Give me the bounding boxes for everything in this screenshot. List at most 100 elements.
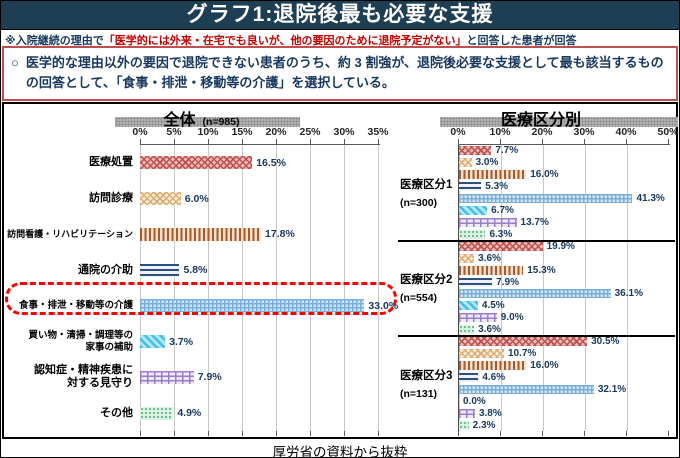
value-label: 7.9%	[197, 371, 222, 384]
bycat-chart-title: 医療区分別	[404, 106, 678, 130]
bar-row: 3.8%	[459, 407, 669, 419]
bar-group: 7.7% 3.0% 16.0% 5.3% 41.3% 6.7% 13.7% 6.3%	[459, 145, 669, 240]
overall-axis-labels: 0% 5% 10% 15% 20% 25% 30% 35%	[132, 126, 388, 139]
value-label: 17.8%	[265, 228, 295, 241]
bar	[459, 206, 488, 216]
bar	[459, 360, 527, 370]
bycat-axis-ticks-top	[458, 139, 670, 145]
category-label: 認知症・精神疾患に 対する見守り	[34, 364, 133, 390]
bar-row: 30.5%	[459, 336, 669, 348]
value-label: 3.0%	[475, 157, 499, 169]
value-label: 41.3%	[636, 193, 665, 205]
chart-area: 全体 (n=985) 0% 5% 10% 15% 20% 25% 30% 35% 医療処置 訪問診…	[2, 102, 679, 439]
group-name: 医療区分1	[400, 179, 453, 192]
axis-tick-label: 30%	[573, 126, 595, 138]
bar-row: 15.3%	[459, 264, 669, 276]
bar	[459, 408, 475, 418]
overall-title-text: 全体	[163, 112, 196, 129]
bar	[140, 370, 194, 384]
axis-tick-label: 20%	[531, 126, 553, 138]
bycat-axis-labels: 0% 10% 20% 30% 40% 50%	[450, 126, 678, 139]
bar-row: 19.9%	[459, 240, 669, 252]
value-label: 7.7%	[495, 145, 519, 157]
axis-tick-label: 0%	[450, 126, 466, 138]
value-label: 19.9%	[546, 240, 575, 252]
bar-row: 36.1%	[459, 288, 669, 300]
bycat-title-text: 医療区分別	[500, 112, 581, 129]
overall-title-band	[115, 117, 300, 127]
bar-row: 41.3%	[459, 193, 669, 205]
value-label: 5.3%	[485, 181, 509, 193]
bar-row: 3.6%	[459, 324, 669, 336]
bar-row: 4.5%	[459, 300, 669, 312]
source-caption: 厚労省の資料から抜粋	[272, 445, 408, 458]
category-label: 買い物・清掃・調理等の 家事の補助	[28, 330, 133, 353]
bar	[459, 229, 486, 239]
note-quote: 「医学的には外来・在宅でも良いが、他の要因のために退院予定がない」	[103, 35, 467, 47]
bar-row: 3.6%	[459, 252, 669, 264]
bar-row: 3.0%	[459, 157, 669, 169]
bar	[459, 194, 633, 204]
value-label: 36.1%	[614, 288, 643, 300]
axis-tick-label: 10%	[197, 126, 219, 138]
bar	[459, 301, 478, 311]
bar-row: 4.9%	[140, 395, 379, 431]
bar-row: 33.0%	[140, 288, 398, 324]
axis-tick-label: 10%	[489, 126, 511, 138]
group-separator-1	[398, 240, 675, 242]
value-label: 16.0%	[530, 169, 559, 181]
axis-tick-label: 25%	[299, 126, 321, 138]
bar-row: 32.1%	[459, 383, 669, 395]
axis-tick-label: 50%	[657, 126, 679, 138]
bar-row: 6.7%	[459, 205, 669, 217]
highlight-box	[5, 282, 397, 315]
bar	[140, 299, 365, 313]
category-label: 医療処置	[89, 156, 133, 169]
overall-n-label: (n=985)	[202, 116, 240, 128]
bar-row: 6.0%	[140, 181, 379, 217]
bycat-group-labels: 医療区分1 (n=300) 医療区分2 (n=554) 医療区分3 (n=131)	[398, 145, 458, 431]
overall-plot: 16.5% 6.0% 17.8% 5.8% 33.0% 3.7% 7.9% 4.9%	[140, 145, 398, 431]
axis-tick-label: 40%	[615, 126, 637, 138]
group-separator-2	[398, 335, 675, 337]
bycat-axis-ticks-bottom	[458, 431, 670, 436]
value-label: 3.6%	[478, 324, 501, 336]
bar-row: 16.0%	[459, 360, 669, 372]
value-label: 4.6%	[482, 371, 506, 383]
bar	[140, 263, 180, 277]
value-label: 16.5%	[256, 156, 286, 169]
bar-row: 2.3%	[459, 419, 669, 431]
value-label: 4.9%	[177, 407, 202, 420]
bar-row: 7.9%	[140, 360, 379, 396]
value-label: 16.0%	[530, 359, 559, 371]
note-line: ※入院継続の理由で「医学的には外来・在宅でも良いが、他の要因のために退院予定がな…	[1, 30, 679, 47]
value-label: 5.8%	[183, 264, 208, 277]
bar-row: 0.0%	[459, 395, 669, 407]
bar-row: 10.7%	[459, 348, 669, 360]
bar	[459, 241, 543, 251]
value-label: 3.7%	[169, 335, 194, 348]
overall-axis-ticks-top	[140, 139, 380, 145]
group-label: 医療区分1 (n=300)	[398, 145, 458, 240]
bar	[459, 217, 517, 227]
bar-row: 16.0%	[459, 169, 669, 181]
note-prefix: ※入院継続の理由で	[5, 35, 104, 47]
summary-marker: ○	[11, 55, 19, 70]
bar-row: 6.3%	[459, 228, 669, 240]
bar	[459, 313, 497, 323]
bar-row: 7.9%	[459, 276, 669, 288]
bar	[459, 158, 472, 168]
bar	[459, 170, 527, 180]
value-label: 6.3%	[489, 228, 513, 240]
value-label: 3.6%	[478, 252, 501, 264]
group-n-label: (n=300)	[400, 197, 438, 210]
bar	[459, 146, 492, 156]
overall-axis-ticks-bottom	[140, 431, 380, 436]
axis-tick-label: 15%	[231, 126, 253, 138]
note-suffix: と回答した患者が回答	[466, 35, 577, 47]
bar	[459, 384, 594, 394]
bar-row: 3.7%	[140, 324, 379, 360]
bar	[459, 253, 475, 263]
axis-tick-label: 35%	[367, 126, 389, 138]
bar	[459, 337, 588, 347]
